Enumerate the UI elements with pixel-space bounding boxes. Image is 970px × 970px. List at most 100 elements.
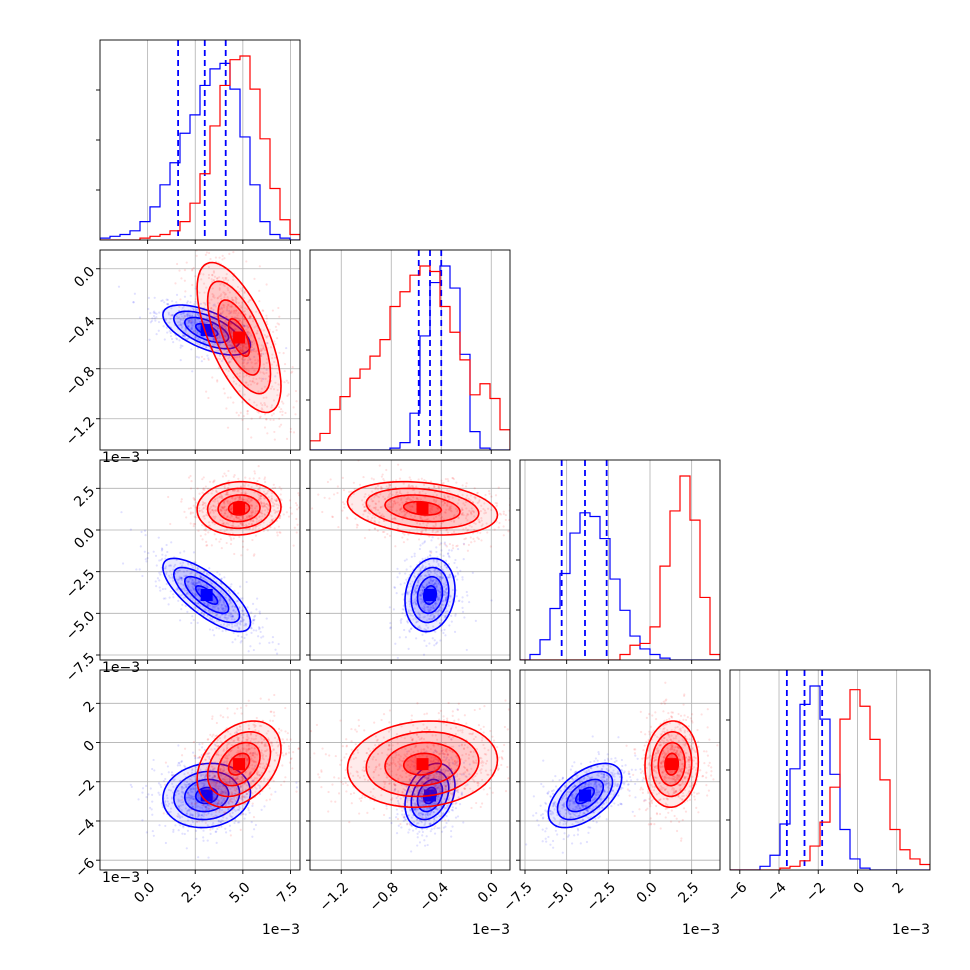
sample-point xyxy=(248,316,251,319)
sample-point xyxy=(231,625,234,628)
sample-point xyxy=(245,324,249,327)
sample-point xyxy=(164,777,167,781)
sample-point xyxy=(234,316,237,319)
sample-point xyxy=(191,268,194,271)
sample-point xyxy=(435,579,438,582)
sample-point xyxy=(204,502,207,505)
sample-point xyxy=(418,576,421,579)
sample-point xyxy=(206,586,209,589)
sample-point xyxy=(279,493,282,496)
sample-point xyxy=(244,476,247,479)
sample-point xyxy=(192,331,195,334)
sample-point xyxy=(220,359,224,363)
sample-point xyxy=(175,227,177,229)
sample-point xyxy=(212,339,216,342)
sample-point xyxy=(256,492,260,495)
sample-point xyxy=(168,321,171,324)
sample-point xyxy=(298,494,300,497)
sample-point xyxy=(423,627,426,631)
sample-point xyxy=(198,328,202,331)
sample-point xyxy=(397,463,400,466)
sample-point xyxy=(281,413,284,417)
sample-point xyxy=(235,309,238,312)
sample-point xyxy=(249,498,252,502)
sample-point xyxy=(266,335,269,338)
sample-point xyxy=(440,572,443,575)
sample-point xyxy=(225,624,229,628)
sample-point xyxy=(413,601,417,604)
sample-point xyxy=(272,483,275,486)
sample-point xyxy=(223,292,226,295)
sample-point xyxy=(245,342,249,346)
sample-point xyxy=(153,310,156,313)
sample-point xyxy=(182,596,185,599)
sample-point xyxy=(270,495,273,498)
sample-point xyxy=(252,350,256,353)
sample-point xyxy=(228,344,231,347)
sample-point xyxy=(208,628,212,631)
sample-point xyxy=(202,487,205,490)
sample-point xyxy=(211,317,214,321)
sample-point xyxy=(224,604,227,607)
sample-point xyxy=(284,411,287,415)
sample-point xyxy=(171,300,174,303)
sample-point xyxy=(257,524,260,527)
sample-point xyxy=(232,475,235,478)
sample-point xyxy=(277,525,281,528)
sample-point xyxy=(248,315,251,318)
sample-point xyxy=(250,436,253,439)
sample-point xyxy=(241,514,245,518)
sample-point xyxy=(215,613,218,616)
panel-frame xyxy=(99,249,301,451)
sample-point xyxy=(432,605,435,608)
sample-point xyxy=(222,306,226,309)
sample-point xyxy=(257,527,261,530)
sample-point xyxy=(160,547,164,550)
sample-point xyxy=(169,317,172,320)
sample-point xyxy=(183,334,186,337)
sample-point xyxy=(196,581,199,585)
sample-point xyxy=(188,319,191,322)
sample-point xyxy=(209,510,212,513)
sample-point xyxy=(222,514,225,517)
sample-point xyxy=(220,307,224,311)
sample-point xyxy=(203,602,206,605)
sample-point xyxy=(270,497,273,501)
sample-point xyxy=(269,526,272,529)
sample-point xyxy=(465,648,468,652)
sample-point xyxy=(441,604,444,607)
sample-point xyxy=(445,592,448,595)
sample-point xyxy=(235,297,238,301)
sample-point xyxy=(278,315,281,318)
sample-point xyxy=(295,508,299,511)
sample-point xyxy=(204,527,207,530)
sample-point xyxy=(208,567,211,570)
panel-body xyxy=(310,460,510,660)
sample-point xyxy=(430,551,433,554)
sample-point xyxy=(168,329,171,333)
sample-point xyxy=(421,633,424,636)
sample-point xyxy=(190,577,193,580)
sample-point xyxy=(445,596,448,599)
sample-point xyxy=(171,313,175,317)
sample-point xyxy=(213,342,216,346)
sample-point xyxy=(233,589,236,592)
sample-point xyxy=(180,760,183,764)
sample-point xyxy=(419,597,422,601)
sample-point xyxy=(175,301,178,304)
sample-point xyxy=(180,323,183,327)
sample-point xyxy=(213,606,216,609)
sample-point xyxy=(190,319,194,322)
sample-point xyxy=(226,307,229,310)
sample-point xyxy=(220,603,223,607)
sample-point xyxy=(241,609,244,612)
sample-point xyxy=(207,358,210,361)
sample-point xyxy=(271,641,274,644)
panel-2-1 xyxy=(306,459,511,664)
sample-point xyxy=(270,518,274,522)
sample-point xyxy=(456,578,459,581)
sample-point xyxy=(207,266,211,269)
sample-point xyxy=(437,564,440,567)
sample-point xyxy=(237,367,240,370)
sample-point xyxy=(355,526,359,529)
